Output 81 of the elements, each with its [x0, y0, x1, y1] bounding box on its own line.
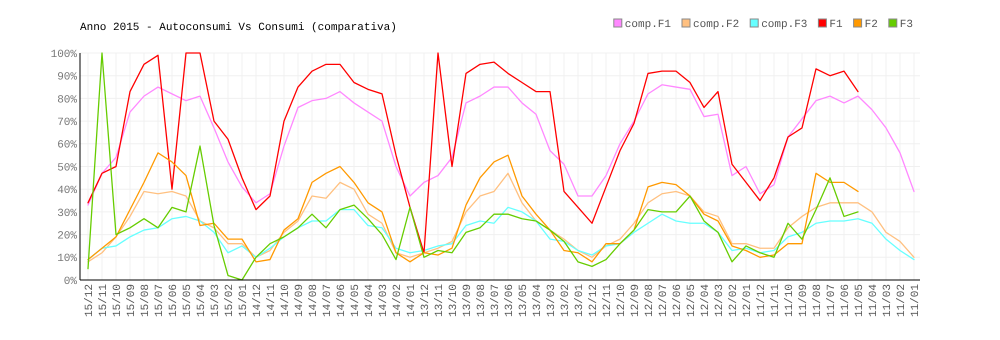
- x-tick-label: 14/06: [336, 284, 348, 318]
- x-tick-label: 11/11: [770, 284, 782, 318]
- x-tick-label: 12/01: [742, 284, 754, 318]
- x-tick-label: 13/07: [490, 284, 502, 318]
- x-tick-label: 11/10: [784, 284, 796, 318]
- x-tick-label: 13/06: [504, 284, 516, 318]
- y-tick-label: 100%: [50, 48, 78, 61]
- x-tick-label: 13/11: [434, 284, 446, 318]
- x-tick-label: 15/03: [210, 284, 222, 318]
- chart-title: Anno 2015 - Autoconsumi Vs Consumi (comparativa): [80, 22, 397, 34]
- x-tick-label: 15/01: [238, 284, 250, 318]
- x-tick-label: 14/03: [378, 284, 390, 318]
- x-tick-label: 15/04: [196, 284, 208, 318]
- x-tick-label: 14/04: [364, 284, 376, 318]
- x-tick-label: 14/10: [280, 284, 292, 318]
- x-tick-label: 15/10: [112, 284, 124, 318]
- y-tick-label: 70%: [57, 116, 78, 129]
- x-tick-label: 15/11: [98, 284, 110, 318]
- x-tick-label: 12/07: [658, 284, 670, 318]
- x-tick-label: 13/09: [462, 284, 474, 318]
- x-tick-label: 13/05: [518, 284, 530, 318]
- x-tick-label: 13/03: [546, 284, 558, 318]
- x-tick-label: 12/02: [728, 284, 740, 318]
- x-tick-label: 12/04: [700, 284, 712, 318]
- x-tick-label: 11/04: [868, 284, 880, 318]
- y-tick-label: 90%: [57, 72, 78, 84]
- x-tick-label: 12/08: [644, 284, 656, 318]
- line-series: [87, 172, 915, 262]
- x-tick-label: 14/11: [266, 284, 278, 318]
- y-tick-label: 0%: [64, 276, 78, 288]
- x-tick-label: 14/09: [294, 284, 306, 318]
- x-tick-label: 13/12: [420, 284, 432, 318]
- y-tick-label: 20%: [57, 230, 78, 242]
- legend-label: comp.F3: [761, 19, 808, 31]
- x-tick-label: 14/07: [322, 284, 334, 318]
- x-tick-label: 11/06: [840, 284, 852, 318]
- legend-label: F2: [864, 19, 878, 31]
- x-tick-label: 14/05: [350, 284, 362, 318]
- x-tick-label: 15/12: [84, 284, 96, 318]
- x-tick-label: 15/07: [154, 284, 166, 318]
- x-tick-label: 11/12: [756, 284, 768, 318]
- x-tick-label: 11/09: [798, 284, 810, 318]
- x-tick-label: 11/02: [896, 284, 908, 318]
- x-tick-label: 12/10: [616, 284, 628, 318]
- y-tick-label: 60%: [57, 140, 78, 152]
- y-tick-label: 10%: [57, 253, 78, 266]
- line-series: [87, 84, 915, 206]
- y-tick-label: 50%: [57, 162, 78, 174]
- x-tick-label: 12/11: [602, 284, 614, 318]
- x-tick-label: 14/02: [392, 284, 404, 318]
- x-tick-label: 12/03: [714, 284, 726, 318]
- x-tick-label: 15/02: [224, 284, 236, 318]
- x-tick-label: 11/05: [854, 284, 866, 318]
- line-series: [87, 152, 859, 262]
- x-tick-label: 15/05: [182, 284, 194, 318]
- y-tick-label: 30%: [57, 208, 78, 220]
- x-tick-label: 15/08: [140, 284, 152, 318]
- x-tick-label: 15/09: [126, 284, 138, 318]
- legend-label: F1: [829, 19, 843, 31]
- legend-label: F3: [900, 19, 914, 31]
- x-tick-label: 14/12: [252, 284, 264, 318]
- x-tick-label: 12/05: [686, 284, 698, 318]
- x-tick-label: 13/10: [448, 284, 460, 318]
- x-tick-label: 14/01: [406, 284, 418, 318]
- y-tick-label: 40%: [57, 185, 78, 198]
- x-tick-label: 15/06: [168, 284, 180, 318]
- x-tick-label: 11/03: [882, 284, 894, 318]
- x-tick-label: 14/08: [308, 284, 320, 318]
- x-tick-label: 11/01: [910, 284, 922, 318]
- y-tick-label: 80%: [57, 94, 78, 106]
- x-tick-label: 12/09: [630, 284, 642, 318]
- x-tick-label: 11/07: [826, 284, 838, 318]
- x-tick-label: 13/08: [476, 284, 488, 318]
- x-tick-label: 12/06: [672, 284, 684, 318]
- x-tick-label: 12/12: [588, 284, 600, 318]
- x-tick-label: 13/01: [574, 284, 586, 318]
- x-tick-label: 11/08: [812, 284, 824, 318]
- legend-label: comp.F2: [693, 19, 740, 31]
- legend-label: comp.F1: [624, 19, 672, 31]
- x-tick-label: 13/04: [532, 284, 544, 318]
- x-tick-label: 13/02: [560, 284, 572, 318]
